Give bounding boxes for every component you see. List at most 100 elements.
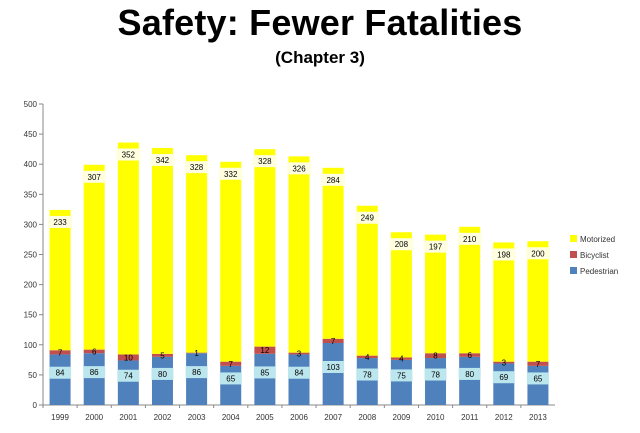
- bar-motorized-2010: [425, 234, 447, 354]
- pedestrian-label-bg: [458, 367, 481, 380]
- pedestrian-data-label: 78: [363, 371, 372, 380]
- motorized-label-bg: [457, 232, 482, 245]
- motorized-label-bg: [150, 153, 175, 166]
- motorized-data-label: 326: [292, 164, 306, 173]
- bar-pedestrian-2002: [151, 356, 173, 405]
- motorized-label-bg: [252, 155, 277, 168]
- bar-bicyclist-2011: [459, 353, 481, 357]
- bar-motorized-2012: [493, 242, 515, 362]
- pedestrian-label-bg: [288, 366, 310, 379]
- bar-bicyclist-2007: [322, 338, 344, 343]
- bar-bicyclist-2002: [151, 353, 173, 357]
- x-tick-label: 2000: [85, 413, 103, 422]
- pedestrian-data-label: 78: [431, 371, 440, 380]
- bar-motorized-2011: [459, 226, 481, 354]
- bar-motorized-2006: [288, 156, 310, 353]
- bicyclist-data-label: 7: [58, 348, 63, 357]
- bicyclist-data-label: 3: [297, 350, 302, 359]
- bicyclist-data-label: 10: [124, 353, 133, 362]
- bar-pedestrian-2010: [425, 358, 447, 405]
- bicyclist-data-label: 4: [365, 353, 370, 362]
- bicyclist-data-label: 8: [433, 352, 438, 361]
- bar-pedestrian-2003: [186, 353, 208, 405]
- bar-bicyclist-2009: [390, 357, 412, 360]
- x-tick-label: 2004: [222, 413, 240, 422]
- bar-motorized-2008: [356, 205, 378, 356]
- pedestrian-label-bg: [117, 369, 140, 382]
- y-tick-label: 500: [24, 100, 38, 109]
- x-tick-label: 2011: [461, 413, 479, 422]
- legend-label-motorized: Motorized: [580, 235, 615, 244]
- motorized-label-bg: [525, 247, 550, 260]
- motorized-data-label: 328: [190, 163, 204, 172]
- bar-bicyclist-2008: [356, 355, 378, 359]
- bar-pedestrian-2008: [356, 358, 378, 405]
- bar-motorized-2004: [220, 161, 242, 362]
- bar-pedestrian-2007: [322, 342, 344, 405]
- x-tick-label: 2001: [119, 413, 137, 422]
- pedestrian-data-label: 80: [158, 370, 167, 379]
- bar-pedestrian-1999: [49, 354, 71, 405]
- bicyclist-data-label: 1: [194, 349, 199, 358]
- motorized-data-label: 352: [122, 151, 136, 160]
- y-tick-label: 350: [24, 190, 38, 199]
- x-tick-label: 2009: [393, 413, 411, 422]
- bicyclist-data-label: 4: [399, 355, 404, 364]
- motorized-label-bg: [116, 148, 141, 161]
- y-tick-label: 250: [24, 251, 38, 260]
- pedestrian-data-label: 69: [499, 373, 508, 382]
- x-tick-label: 2012: [495, 413, 513, 422]
- bicyclist-data-label: 7: [331, 337, 336, 346]
- bar-motorized-2007: [322, 167, 344, 339]
- bar-motorized-2005: [254, 149, 276, 347]
- motorized-label-bg: [321, 173, 346, 186]
- pedestrian-label-bg: [219, 372, 242, 385]
- bar-motorized-2009: [390, 232, 412, 358]
- x-tick-label: 2002: [154, 413, 172, 422]
- motorized-data-label: 200: [531, 249, 545, 258]
- pedestrian-data-label: 75: [397, 371, 406, 380]
- bar-pedestrian-2005: [254, 353, 276, 405]
- pedestrian-data-label: 65: [226, 374, 235, 383]
- bar-pedestrian-2000: [83, 353, 105, 405]
- motorized-data-label: 249: [361, 214, 375, 223]
- x-tick-label: 2013: [529, 413, 547, 422]
- pedestrian-label-bg: [390, 369, 413, 382]
- bar-bicyclist-1999: [49, 350, 71, 355]
- motorized-data-label: 197: [429, 243, 443, 252]
- x-tick-label: 2005: [256, 413, 274, 422]
- pedestrian-data-label: 103: [326, 363, 340, 372]
- pedestrian-data-label: 65: [533, 374, 542, 383]
- bicyclist-data-label: 5: [160, 351, 165, 360]
- y-tick-label: 100: [24, 341, 38, 350]
- motorized-data-label: 233: [53, 218, 67, 227]
- motorized-label-bg: [389, 238, 414, 251]
- x-tick-label: 2006: [290, 413, 308, 422]
- pedestrian-label-bg: [151, 367, 174, 380]
- bar-motorized-2003: [186, 155, 208, 353]
- motorized-data-label: 198: [497, 250, 511, 259]
- y-tick-label: 50: [28, 371, 37, 380]
- motorized-label-bg: [287, 162, 311, 175]
- pedestrian-data-label: 84: [56, 369, 65, 378]
- y-tick-label: 300: [24, 220, 38, 229]
- bar-bicyclist-2005: [254, 346, 276, 354]
- motorized-data-label: 332: [224, 170, 238, 179]
- motorized-data-label: 342: [156, 156, 170, 165]
- y-tick-label: 450: [24, 130, 38, 139]
- y-tick-label: 200: [24, 281, 38, 290]
- bar-bicyclist-2012: [493, 361, 515, 364]
- motorized-label-bg: [355, 211, 380, 224]
- pedestrian-label-bg: [253, 366, 276, 379]
- legend-label-bicyclist: Bicyclist: [580, 251, 610, 260]
- motorized-label-bg: [491, 248, 516, 261]
- y-tick-label: 400: [24, 160, 38, 169]
- bar-pedestrian-2004: [220, 365, 242, 405]
- bar-bicyclist-2003: [186, 352, 208, 354]
- pedestrian-data-label: 86: [192, 368, 201, 377]
- bar-bicyclist-2000: [83, 349, 105, 354]
- pedestrian-label-bg: [492, 371, 515, 384]
- x-tick-label: 1999: [51, 413, 69, 422]
- bicyclist-data-label: 7: [229, 360, 234, 369]
- bar-pedestrian-2013: [527, 365, 549, 405]
